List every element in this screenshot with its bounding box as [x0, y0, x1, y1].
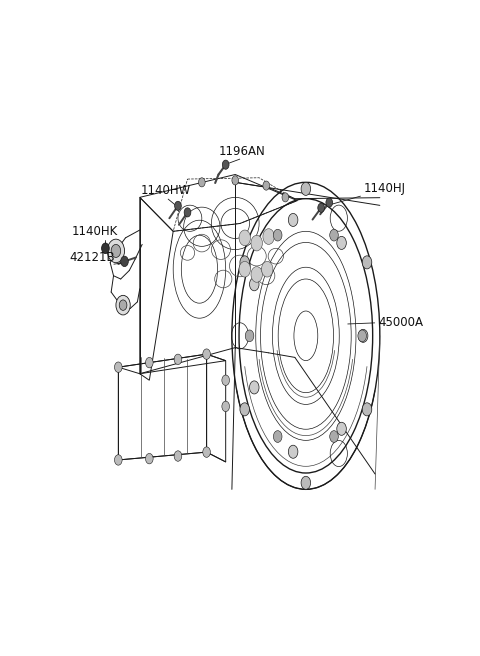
Circle shape	[330, 229, 338, 241]
Circle shape	[288, 445, 298, 459]
Circle shape	[203, 447, 210, 457]
Circle shape	[250, 381, 259, 394]
Circle shape	[203, 349, 210, 359]
Text: 1140HW: 1140HW	[141, 184, 191, 197]
Circle shape	[330, 430, 338, 442]
Circle shape	[115, 455, 122, 465]
Circle shape	[111, 245, 120, 257]
Circle shape	[108, 239, 124, 262]
Circle shape	[119, 300, 127, 310]
Circle shape	[184, 208, 191, 217]
Text: 42121B: 42121B	[69, 251, 115, 264]
Circle shape	[245, 330, 254, 342]
Circle shape	[362, 403, 372, 416]
Circle shape	[282, 193, 288, 202]
Circle shape	[362, 256, 372, 269]
Text: 45000A: 45000A	[378, 316, 423, 329]
Circle shape	[222, 401, 229, 411]
Circle shape	[274, 229, 282, 241]
Circle shape	[251, 266, 263, 282]
Circle shape	[240, 256, 250, 269]
Circle shape	[301, 182, 311, 195]
Circle shape	[326, 198, 333, 207]
Circle shape	[301, 476, 311, 489]
Circle shape	[115, 362, 122, 373]
Text: 1140HK: 1140HK	[72, 225, 118, 238]
Circle shape	[359, 329, 368, 342]
Circle shape	[174, 354, 182, 365]
Circle shape	[232, 176, 239, 185]
Circle shape	[239, 230, 251, 246]
Circle shape	[337, 422, 347, 436]
Circle shape	[318, 203, 324, 213]
Circle shape	[102, 243, 109, 253]
Text: 1196AN: 1196AN	[219, 145, 266, 158]
Circle shape	[145, 453, 153, 464]
Circle shape	[250, 277, 259, 291]
Circle shape	[174, 451, 182, 461]
Circle shape	[262, 261, 273, 277]
Circle shape	[199, 178, 205, 187]
Circle shape	[358, 330, 366, 342]
Circle shape	[222, 160, 229, 169]
Circle shape	[274, 430, 282, 442]
Circle shape	[222, 375, 229, 386]
Circle shape	[288, 213, 298, 226]
Circle shape	[263, 181, 270, 190]
Circle shape	[263, 229, 275, 245]
Circle shape	[175, 201, 181, 211]
Circle shape	[251, 236, 263, 251]
Circle shape	[239, 261, 251, 277]
Circle shape	[240, 403, 250, 416]
Text: 1140HJ: 1140HJ	[364, 182, 406, 195]
Circle shape	[337, 236, 347, 249]
Circle shape	[145, 358, 153, 368]
Circle shape	[120, 256, 128, 266]
Circle shape	[116, 295, 130, 315]
